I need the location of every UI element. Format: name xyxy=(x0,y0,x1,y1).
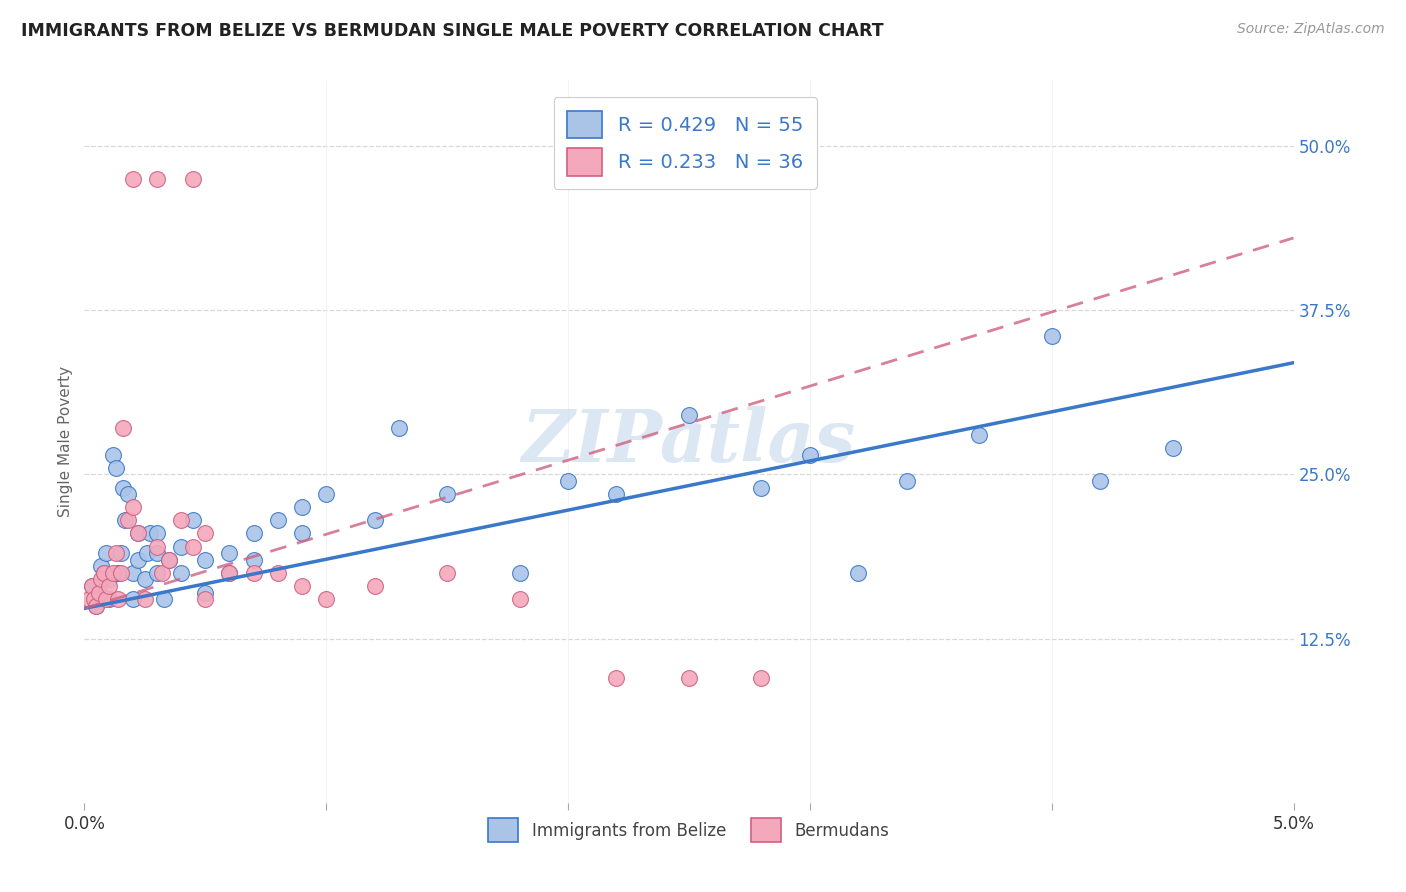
Point xyxy=(218,566,240,580)
Point xyxy=(94,546,117,560)
Point xyxy=(509,566,531,580)
Point xyxy=(146,566,169,580)
Point xyxy=(363,579,385,593)
Point xyxy=(103,566,125,580)
Point xyxy=(127,553,149,567)
Point xyxy=(363,513,385,527)
Point xyxy=(146,526,169,541)
Point xyxy=(1088,474,1111,488)
Point xyxy=(121,566,143,580)
Point xyxy=(170,566,193,580)
Point xyxy=(967,428,990,442)
Point xyxy=(1161,441,1184,455)
Point xyxy=(242,553,264,567)
Text: Source: ZipAtlas.com: Source: ZipAtlas.com xyxy=(1237,22,1385,37)
Point xyxy=(87,585,110,599)
Point xyxy=(194,592,217,607)
Point xyxy=(194,553,217,567)
Point xyxy=(121,592,143,607)
Point xyxy=(678,409,700,423)
Point xyxy=(86,599,108,613)
Point xyxy=(751,481,773,495)
Point xyxy=(90,559,112,574)
Point xyxy=(170,513,193,527)
Point xyxy=(117,513,139,527)
Point xyxy=(557,474,579,488)
Point xyxy=(267,513,290,527)
Point xyxy=(110,546,132,560)
Point xyxy=(80,579,103,593)
Point xyxy=(218,566,240,580)
Point xyxy=(86,599,108,613)
Point xyxy=(146,171,169,186)
Point xyxy=(127,526,149,541)
Point xyxy=(157,553,180,567)
Point xyxy=(104,460,127,475)
Y-axis label: Single Male Poverty: Single Male Poverty xyxy=(58,366,73,517)
Point xyxy=(242,526,264,541)
Point xyxy=(134,592,156,607)
Point xyxy=(181,171,204,186)
Point xyxy=(97,579,120,593)
Point xyxy=(80,579,103,593)
Point xyxy=(77,592,100,607)
Point xyxy=(678,671,700,685)
Point xyxy=(83,592,105,607)
Point xyxy=(1040,329,1063,343)
Point xyxy=(509,592,531,607)
Point xyxy=(194,526,217,541)
Point xyxy=(388,421,411,435)
Legend: Immigrants from Belize, Bermudans: Immigrants from Belize, Bermudans xyxy=(482,812,896,848)
Text: ZIPatlas: ZIPatlas xyxy=(522,406,856,477)
Point xyxy=(136,546,159,560)
Point xyxy=(605,671,627,685)
Point xyxy=(117,487,139,501)
Point xyxy=(146,540,169,554)
Point xyxy=(107,566,129,580)
Text: IMMIGRANTS FROM BELIZE VS BERMUDAN SINGLE MALE POVERTY CORRELATION CHART: IMMIGRANTS FROM BELIZE VS BERMUDAN SINGL… xyxy=(21,22,884,40)
Point xyxy=(138,526,160,541)
Point xyxy=(114,513,136,527)
Point xyxy=(170,540,193,554)
Point xyxy=(291,526,314,541)
Point xyxy=(121,171,143,186)
Point xyxy=(90,573,112,587)
Point xyxy=(104,546,127,560)
Point xyxy=(157,553,180,567)
Point xyxy=(87,585,110,599)
Point xyxy=(150,566,173,580)
Point xyxy=(112,481,135,495)
Point xyxy=(291,500,314,515)
Point xyxy=(93,566,115,580)
Point xyxy=(436,487,458,501)
Point xyxy=(315,487,337,501)
Point xyxy=(93,566,115,580)
Point xyxy=(291,579,314,593)
Point xyxy=(799,448,821,462)
Point xyxy=(242,566,264,580)
Point xyxy=(181,540,204,554)
Point xyxy=(107,592,129,607)
Point xyxy=(112,421,135,435)
Point xyxy=(181,513,204,527)
Point xyxy=(896,474,918,488)
Point xyxy=(127,526,149,541)
Point xyxy=(103,448,125,462)
Point xyxy=(846,566,869,580)
Point xyxy=(121,500,143,515)
Point xyxy=(436,566,458,580)
Point xyxy=(94,592,117,607)
Point xyxy=(605,487,627,501)
Point xyxy=(134,573,156,587)
Point xyxy=(146,546,169,560)
Point xyxy=(110,566,132,580)
Point xyxy=(153,592,176,607)
Point xyxy=(194,585,217,599)
Point xyxy=(751,671,773,685)
Point xyxy=(267,566,290,580)
Point xyxy=(97,592,120,607)
Point xyxy=(218,546,240,560)
Point xyxy=(315,592,337,607)
Point xyxy=(97,573,120,587)
